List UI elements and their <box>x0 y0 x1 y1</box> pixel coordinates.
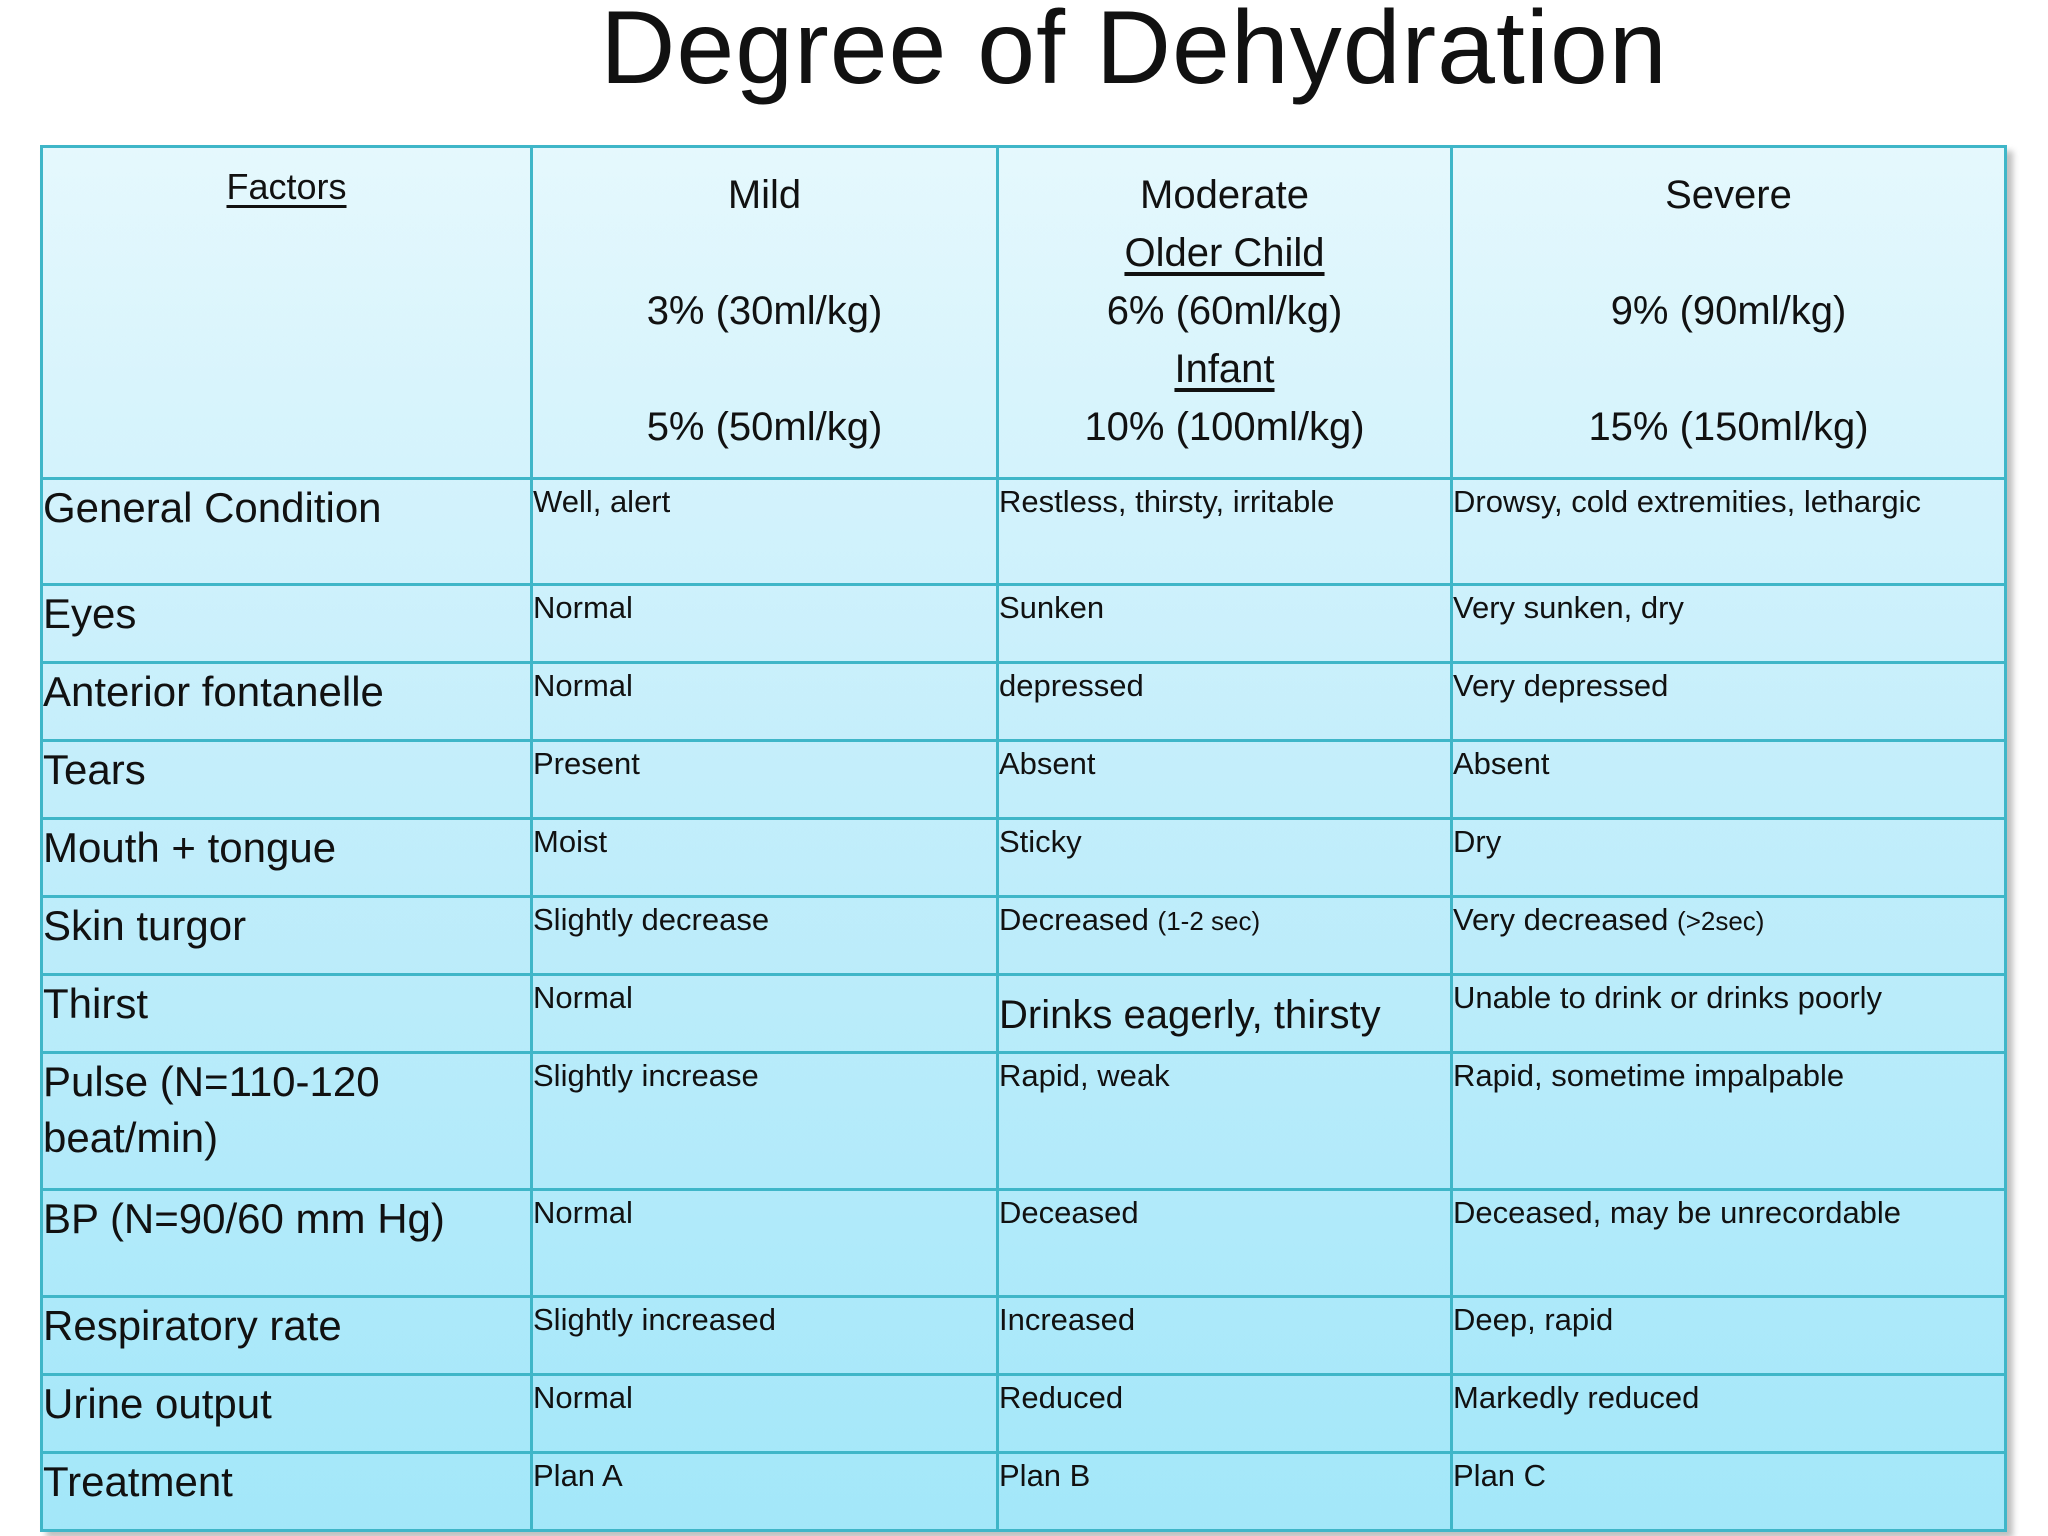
moderate-cell: Plan B <box>996 1451 1453 1532</box>
factor-cell: Urine output <box>40 1373 533 1454</box>
mild-cell: Normal <box>530 973 999 1054</box>
moderate-line1: 6% (60ml/kg) <box>1106 289 1343 333</box>
header-moderate: Moderate Older Child 6% (60ml/kg) Infant… <box>996 145 1453 480</box>
factor-cell: Skin turgor <box>40 895 533 976</box>
mild-cell: Normal <box>530 1188 999 1298</box>
header-mild: Mild 3% (30ml/kg) 5% (50ml/kg) <box>530 145 999 480</box>
moderate-cell: Reduced <box>996 1373 1453 1454</box>
header-severe: Severe 9% (90ml/kg) 15% (150ml/kg) <box>1450 145 2007 480</box>
header-factors: Factors <box>40 145 533 480</box>
mild-line1: 3% (30ml/kg) <box>646 289 883 333</box>
severe-value: Very decreased <box>1453 902 1669 937</box>
mild-cell: Normal <box>530 1373 999 1454</box>
factor-cell: Treatment <box>40 1451 533 1532</box>
table-row: Treatment Plan A Plan B Plan C <box>40 1451 2007 1532</box>
factor-cell: Respiratory rate <box>40 1295 533 1376</box>
severe-line1: 9% (90ml/kg) <box>1610 289 1847 333</box>
moderate-infant-label: Infant <box>1174 347 1275 391</box>
moderate-cell: Sticky <box>996 817 1453 898</box>
severe-cell: Rapid, sometime impalpable <box>1450 1051 2007 1191</box>
table-row: Respiratory rate Slightly increased Incr… <box>40 1295 2007 1376</box>
factors-heading: Factors <box>226 166 347 207</box>
page-title: Degree of Dehydration <box>600 0 1668 106</box>
table-row: General Condition Well, alert Restless, … <box>40 477 2007 586</box>
severe-cell: Drowsy, cold extremities, lethargic <box>1450 477 2007 586</box>
severe-cell: Deceased, may be unrecordable <box>1450 1188 2007 1298</box>
moderate-cell: Increased <box>996 1295 1453 1376</box>
severe-cell: Very decreased (>2sec) <box>1450 895 2007 976</box>
mild-cell: Slightly increase <box>530 1051 999 1191</box>
factor-cell: Tears <box>40 739 533 820</box>
table-row: Thirst Normal Drinks eagerly, thirsty Un… <box>40 973 2007 1054</box>
table-row: Eyes Normal Sunken Very sunken, dry <box>40 583 2007 664</box>
factor-cell: Pulse (N=110-120 beat/min) <box>40 1051 533 1191</box>
severe-cell: Very depressed <box>1450 661 2007 742</box>
severe-cell: Markedly reduced <box>1450 1373 2007 1454</box>
severe-line2: 15% (150ml/kg) <box>1588 405 1869 449</box>
moderate-value: Decreased <box>999 902 1149 937</box>
severe-cell: Unable to drink or drinks poorly <box>1450 973 2007 1054</box>
severe-cell: Absent <box>1450 739 2007 820</box>
mild-cell: Slightly decrease <box>530 895 999 976</box>
table-row: Urine output Normal Reduced Markedly red… <box>40 1373 2007 1454</box>
severe-cell: Very sunken, dry <box>1450 583 2007 664</box>
moderate-cell: Absent <box>996 739 1453 820</box>
moderate-note: (1-2 sec) <box>1157 906 1261 936</box>
table-row: Anterior fontanelle Normal depressed Ver… <box>40 661 2007 742</box>
severe-cell: Plan C <box>1450 1451 2007 1532</box>
moderate-line2: 10% (100ml/kg) <box>1084 405 1365 449</box>
mild-line2: 5% (50ml/kg) <box>646 405 883 449</box>
factor-cell: Anterior fontanelle <box>40 661 533 742</box>
severe-cell: Dry <box>1450 817 2007 898</box>
moderate-cell: Drinks eagerly, thirsty <box>996 973 1453 1054</box>
factor-cell: Mouth + tongue <box>40 817 533 898</box>
severe-cell: Deep, rapid <box>1450 1295 2007 1376</box>
table-row: Mouth + tongue Moist Sticky Dry <box>40 817 2007 898</box>
moderate-cell: depressed <box>996 661 1453 742</box>
moderate-cell: Decreased (1-2 sec) <box>996 895 1453 976</box>
moderate-cell: Restless, thirsty, irritable <box>996 477 1453 586</box>
mild-cell: Well, alert <box>530 477 999 586</box>
severe-heading: Severe <box>1665 173 1792 217</box>
table-row: Tears Present Absent Absent <box>40 739 2007 820</box>
table-row: Pulse (N=110-120 beat/min) Slightly incr… <box>40 1051 2007 1191</box>
mild-cell: Normal <box>530 583 999 664</box>
table-row: BP (N=90/60 mm Hg) Normal Deceased Decea… <box>40 1188 2007 1298</box>
header-row: Factors Mild 3% (30ml/kg) 5% (50ml/kg) M… <box>40 145 2007 480</box>
moderate-heading: Moderate <box>1140 173 1309 217</box>
factor-cell: BP (N=90/60 mm Hg) <box>40 1188 533 1298</box>
mild-cell: Plan A <box>530 1451 999 1532</box>
moderate-cell: Sunken <box>996 583 1453 664</box>
mild-cell: Slightly increased <box>530 1295 999 1376</box>
factor-cell: Thirst <box>40 973 533 1054</box>
mild-cell: Present <box>530 739 999 820</box>
moderate-cell: Rapid, weak <box>996 1051 1453 1191</box>
factor-cell: Eyes <box>40 583 533 664</box>
moderate-older-label: Older Child <box>1124 231 1325 275</box>
severe-note: (>2sec) <box>1677 906 1765 936</box>
table-row: Skin turgor Slightly decrease Decreased … <box>40 895 2007 976</box>
mild-cell: Moist <box>530 817 999 898</box>
mild-cell: Normal <box>530 661 999 742</box>
mild-heading: Mild <box>727 173 802 217</box>
factor-cell: General Condition <box>40 477 533 586</box>
dehydration-table: Factors Mild 3% (30ml/kg) 5% (50ml/kg) M… <box>40 145 2007 1532</box>
moderate-cell: Deceased <box>996 1188 1453 1298</box>
